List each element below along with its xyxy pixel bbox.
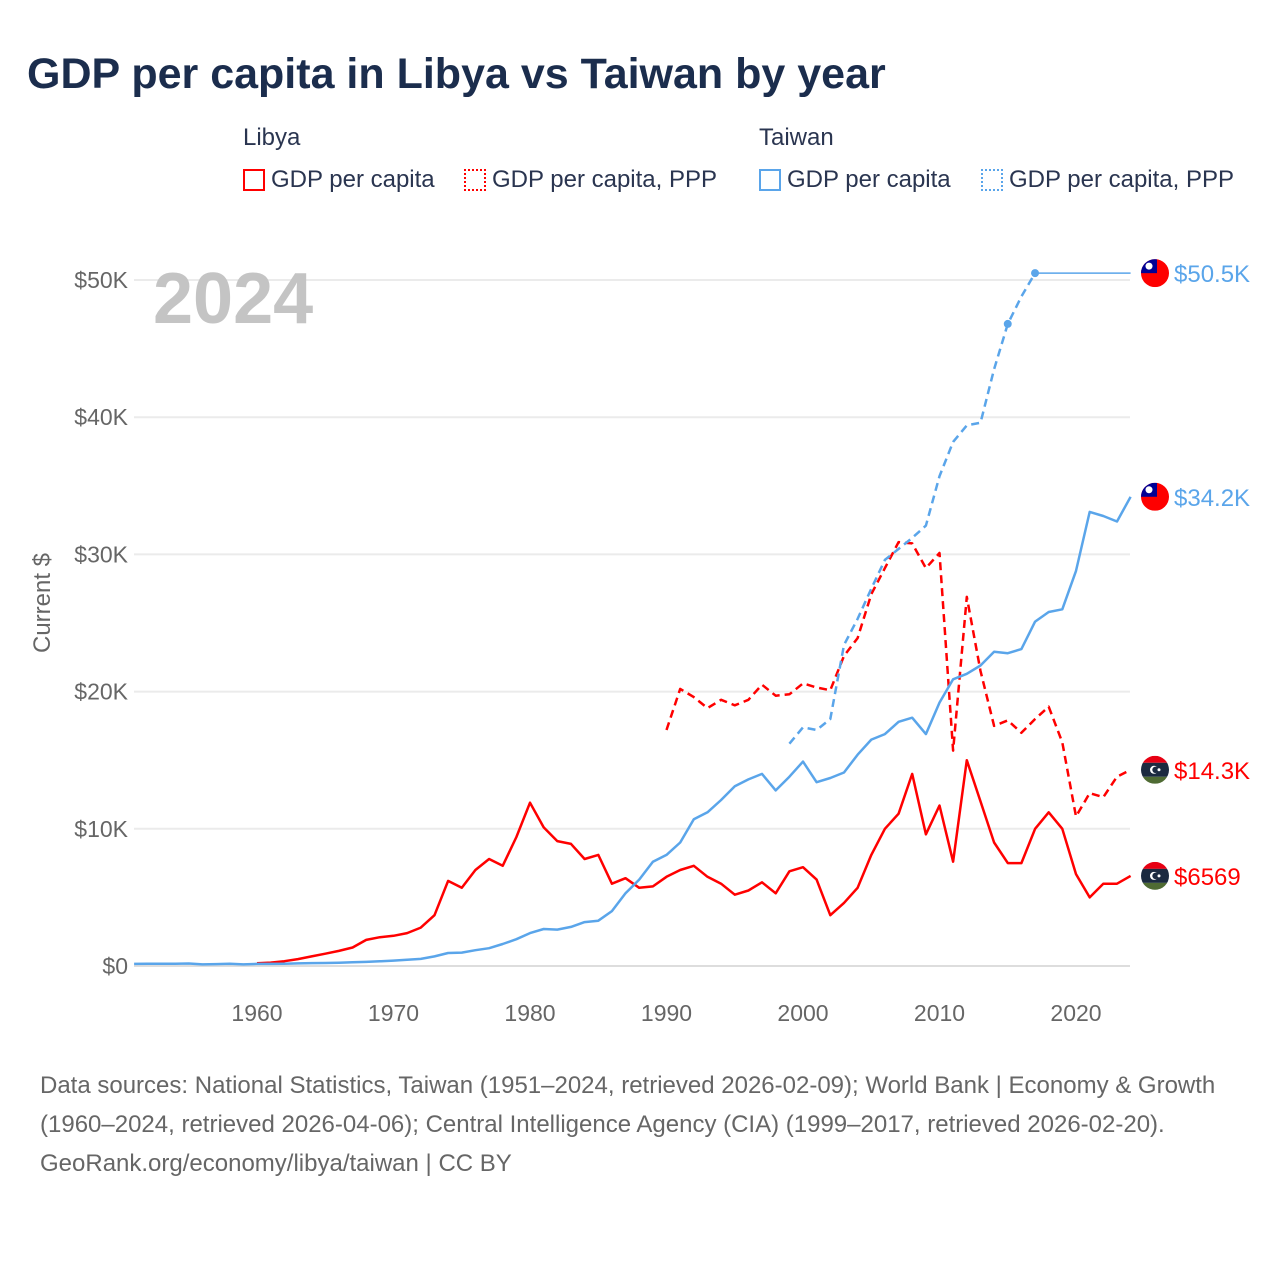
line-chart: $0 $10K $20K $30K $40K $50K 1960 1970 1980 1990 20…: [29, 259, 1250, 1026]
legend-taiwan-ppp[interactable]: GDP per capita, PPP: [981, 166, 1234, 194]
series-line: [256, 758, 1132, 965]
y-tick-label: $30K: [74, 541, 128, 567]
flag-sun: [1145, 486, 1153, 494]
taiwan-flag-icon: [1141, 259, 1169, 288]
series-line: [788, 272, 1037, 745]
data-sources: Data sources: National Statistics, Taiwa…: [40, 1072, 1216, 1138]
x-tick-label: 1960: [231, 1000, 282, 1026]
series-line: [134, 496, 1132, 966]
credit-link[interactable]: GeoRank.org/economy/libya/taiwan | CC BY: [40, 1150, 512, 1177]
end-value-label: $34.2K: [1174, 485, 1250, 512]
x-tick-label: 2010: [914, 1000, 965, 1026]
legend-swatch: [981, 169, 1003, 191]
x-tick-label: 1970: [368, 1000, 419, 1026]
flag-green-band: [1141, 776, 1169, 784]
legend-taiwan-gdp[interactable]: GDP per capita: [759, 166, 951, 194]
end-value-label: $6569: [1174, 864, 1241, 891]
y-tick-label: $20K: [74, 679, 128, 705]
legend-label: GDP per capita, PPP: [1009, 166, 1234, 193]
data-point: [1003, 319, 1012, 328]
x-tick-label: 1990: [641, 1000, 692, 1026]
legend-group-taiwan: Taiwan: [759, 124, 834, 151]
footer: Data sources: National Statistics, Taiwa…: [40, 1066, 1240, 1183]
legend-libya-ppp[interactable]: GDP per capita, PPP: [464, 166, 717, 194]
flag-red-band: [1141, 861, 1169, 869]
data-point: [1031, 269, 1040, 278]
chart-title: GDP per capita in Libya vs Taiwan by yea…: [27, 50, 886, 98]
flag-crescent-cut: [1152, 872, 1159, 880]
series-line: [665, 540, 1132, 818]
taiwan-flag-icon: [1141, 482, 1169, 511]
y-tick-label: $40K: [74, 404, 128, 430]
x-tick-label: 2000: [777, 1000, 828, 1026]
legend-label: GDP per capita: [787, 166, 951, 193]
legend-group-libya: Libya: [243, 124, 301, 151]
libya-flag-icon: [1141, 861, 1169, 890]
legend-label: GDP per capita: [271, 166, 435, 193]
x-tick-label: 2020: [1050, 1000, 1101, 1026]
legend-swatch: [759, 169, 781, 191]
libya-flag-icon: [1141, 755, 1169, 784]
flag-crescent-cut: [1152, 766, 1159, 774]
legend-swatch: [243, 169, 265, 191]
flag-green-band: [1141, 882, 1169, 890]
end-value-label: $50.5K: [1174, 261, 1250, 288]
y-tick-label: $10K: [74, 816, 128, 842]
year-label: 2024: [153, 259, 313, 339]
flag-body: [1141, 755, 1169, 784]
flag-star: [1157, 874, 1161, 878]
legend-libya-gdp[interactable]: GDP per capita: [243, 166, 435, 194]
flag-body: [1141, 861, 1169, 890]
flag-sun: [1145, 262, 1153, 270]
legend-swatch: [464, 169, 486, 191]
x-tick-label: 1980: [504, 1000, 555, 1026]
flag-body: [1141, 259, 1169, 288]
y-tick-label: $50K: [74, 267, 128, 293]
y-tick-label: $0: [102, 953, 128, 979]
flag-body: [1141, 482, 1169, 511]
flag-star: [1157, 768, 1161, 772]
flag-red-band: [1141, 755, 1169, 763]
end-value-label: $14.3K: [1174, 758, 1250, 785]
y-axis-label: Current $: [29, 553, 56, 653]
legend-label: GDP per capita, PPP: [492, 166, 717, 193]
